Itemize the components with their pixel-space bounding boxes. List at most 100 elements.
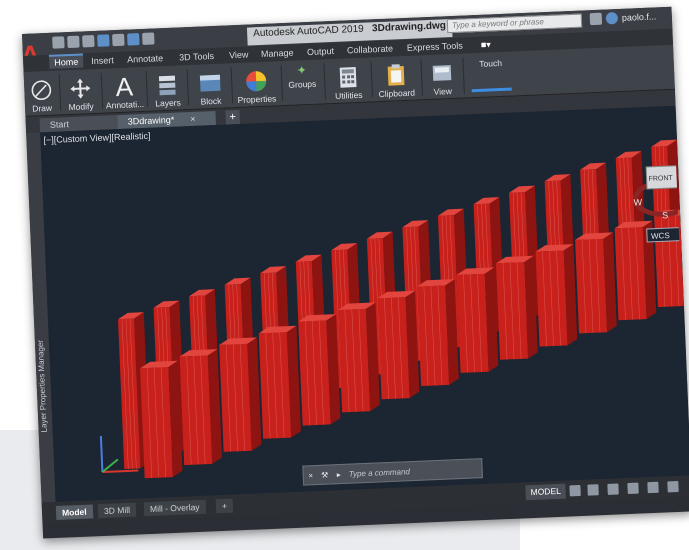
red-fin: [258, 325, 301, 439]
layers-button[interactable]: Layers: [150, 67, 186, 108]
touch-label: Touch: [479, 57, 503, 69]
tab-express-tools[interactable]: Express Tools: [406, 40, 463, 53]
polar-icon[interactable]: [627, 482, 639, 495]
viewcube-compass-s: S: [662, 210, 668, 220]
tab-home[interactable]: Home: [48, 53, 84, 69]
block-button[interactable]: Block: [192, 65, 230, 107]
wrench-icon[interactable]: ⚒: [320, 470, 329, 480]
ortho-icon[interactable]: [607, 483, 619, 495]
quick-access-toolbar: [52, 32, 155, 49]
wcs-label: WCS: [651, 231, 670, 241]
save-as-icon[interactable]: [97, 34, 110, 47]
undo-icon[interactable]: [127, 33, 140, 46]
ribbon-separator: [145, 70, 149, 107]
model-space-button[interactable]: MODEL: [525, 483, 567, 501]
binoculars-icon[interactable]: [589, 12, 603, 26]
groups-icon: ✦: [296, 63, 308, 78]
red-fin: [614, 220, 657, 321]
viewcube-icon[interactable]: FRONT W S WCS: [623, 136, 680, 248]
annotation-button[interactable]: A Annotati...: [104, 69, 146, 111]
app-title: Autodesk AutoCAD 2019: [252, 23, 364, 40]
red-fin: [535, 244, 578, 347]
tab-insert[interactable]: Insert: [90, 55, 114, 67]
ribbon-separator: [58, 74, 62, 111]
view-label: View: [433, 86, 453, 97]
viewcube-face-label: FRONT: [648, 175, 673, 183]
red-fin: [219, 337, 262, 452]
block-label: Block: [200, 95, 222, 107]
close-tab-icon[interactable]: ×: [190, 113, 196, 125]
ribbon-separator: [230, 67, 234, 104]
close-icon[interactable]: ×: [308, 470, 314, 480]
ribbon-display-toggle-icon[interactable]: ■▾: [480, 39, 492, 50]
annotation-label: Annotati...: [105, 98, 145, 111]
tab-view[interactable]: View: [228, 49, 249, 61]
snap-icon[interactable]: [587, 484, 599, 496]
prompt-icon: ▸: [336, 469, 341, 479]
modify-label: Modify: [68, 101, 94, 113]
open-file-icon[interactable]: [67, 35, 80, 49]
properties-label: Properties: [237, 93, 277, 106]
red-fin: [377, 290, 420, 400]
add-tab-icon[interactable]: +: [225, 109, 240, 125]
red-fin: [496, 255, 538, 360]
draw-label: Draw: [32, 102, 53, 114]
tab-manage[interactable]: Manage: [260, 47, 294, 60]
layout-tab-model[interactable]: Model: [55, 504, 93, 520]
clipboard-button[interactable]: Clipboard: [373, 57, 419, 99]
ribbon-separator: [186, 69, 190, 106]
tab-annotate[interactable]: Annotate: [126, 53, 164, 65]
red-fin: [416, 279, 459, 387]
red-fin: [179, 349, 222, 466]
user-name[interactable]: paolo.f...: [621, 11, 657, 23]
draw-button[interactable]: Draw: [26, 73, 58, 114]
autocad-window: A Autodesk AutoCAD 2019 3Ddrawing.dwg Ty…: [22, 6, 689, 539]
viewcube-compass-w: W: [633, 197, 642, 207]
red-fin: [298, 314, 341, 426]
ribbon-separator: [420, 59, 423, 96]
properties-button[interactable]: Properties: [233, 63, 279, 105]
ucs-axis-icon: [99, 436, 139, 474]
text-a-icon: A: [114, 70, 134, 102]
save-icon[interactable]: [82, 34, 95, 48]
utilities-label: Utilities: [334, 89, 363, 101]
utilities-button[interactable]: Utilities: [327, 60, 369, 102]
command-input[interactable]: Type a command: [348, 466, 411, 479]
drawing-viewport[interactable]: [−][Custom View][Realistic] FRONT W S WC…: [40, 105, 689, 503]
add-layout-icon[interactable]: +: [215, 498, 234, 514]
tab-output[interactable]: Output: [306, 45, 335, 58]
plot-icon[interactable]: [112, 33, 125, 47]
red-fin: [575, 232, 617, 334]
ribbon-separator: [323, 63, 327, 100]
groups-label: Groups: [288, 78, 317, 90]
groups-button[interactable]: ✦ Groups: [283, 62, 321, 103]
search-input[interactable]: Type a keyword or phrase: [446, 13, 583, 34]
draw-icon: [28, 78, 55, 103]
calculator-icon: [335, 65, 362, 90]
block-icon: [197, 71, 224, 96]
tab-3ddrawing-label: 3Ddrawing*: [127, 114, 175, 127]
ribbon-separator: [462, 57, 465, 94]
modify-button[interactable]: Modify: [62, 71, 100, 112]
ribbon-separator: [100, 72, 104, 109]
clipboard-label: Clipboard: [378, 87, 416, 100]
osnap-icon[interactable]: [647, 481, 659, 494]
view-button[interactable]: View: [423, 56, 461, 97]
red-fin: [456, 267, 499, 373]
new-file-icon[interactable]: [52, 36, 65, 49]
tab-collaborate[interactable]: Collaborate: [346, 43, 394, 56]
tab-3d-tools[interactable]: 3D Tools: [178, 50, 215, 63]
layout-tab-mill-overlay[interactable]: Mill - Overlay: [143, 499, 206, 517]
layout-tab-3d-mill[interactable]: 3D Mill: [97, 502, 137, 519]
redo-icon[interactable]: [142, 32, 155, 45]
red-fin: [337, 302, 380, 413]
view-icon: [429, 61, 456, 86]
workspace-gear-icon[interactable]: [667, 480, 679, 493]
clipboard-icon: [383, 63, 410, 88]
ribbon-separator: [280, 65, 284, 102]
user-icon[interactable]: [605, 12, 619, 25]
layers-icon: [154, 72, 181, 97]
layers-label: Layers: [155, 97, 181, 109]
ribbon-separator: [370, 61, 373, 98]
grid-icon[interactable]: [569, 485, 581, 497]
